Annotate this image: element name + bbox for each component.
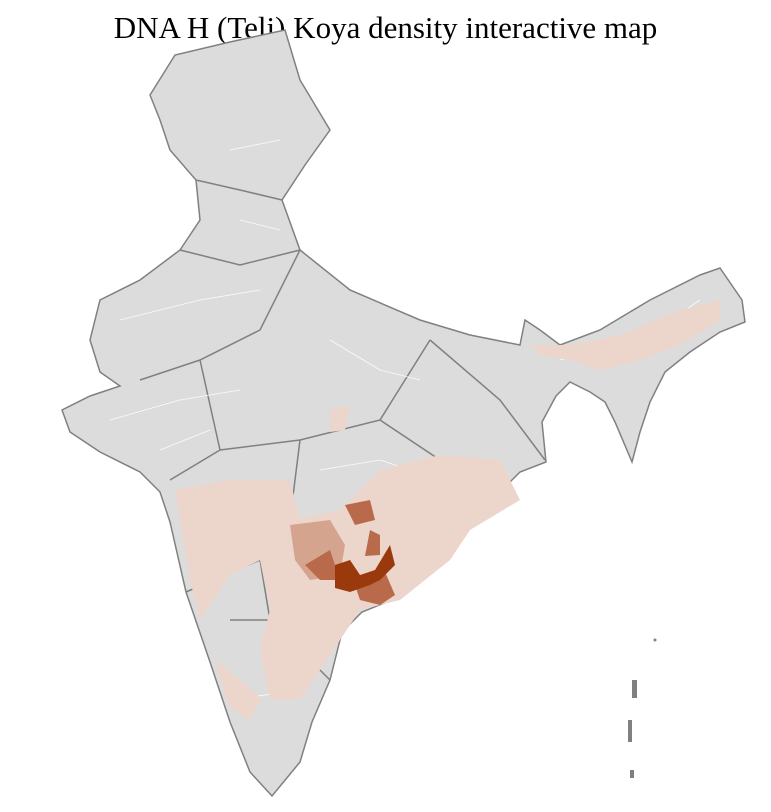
density-regions[interactable] [175,300,720,720]
region-medium-east[interactable] [365,530,380,556]
region-low-east[interactable] [260,455,520,700]
region-low-central[interactable] [330,405,350,432]
islands [628,638,657,778]
region-medium-south[interactable] [355,572,395,605]
region-low-south[interactable] [215,660,262,720]
region-low-west[interactable] [175,480,300,620]
region-medium-west[interactable] [305,550,340,580]
region-high[interactable] [335,545,395,592]
india-outline [61,29,746,798]
region-medium-north[interactable] [345,500,375,525]
map-title: DNA H (Teli) Koya density interactive ma… [113,10,658,45]
region-low-northeast[interactable] [530,300,720,370]
